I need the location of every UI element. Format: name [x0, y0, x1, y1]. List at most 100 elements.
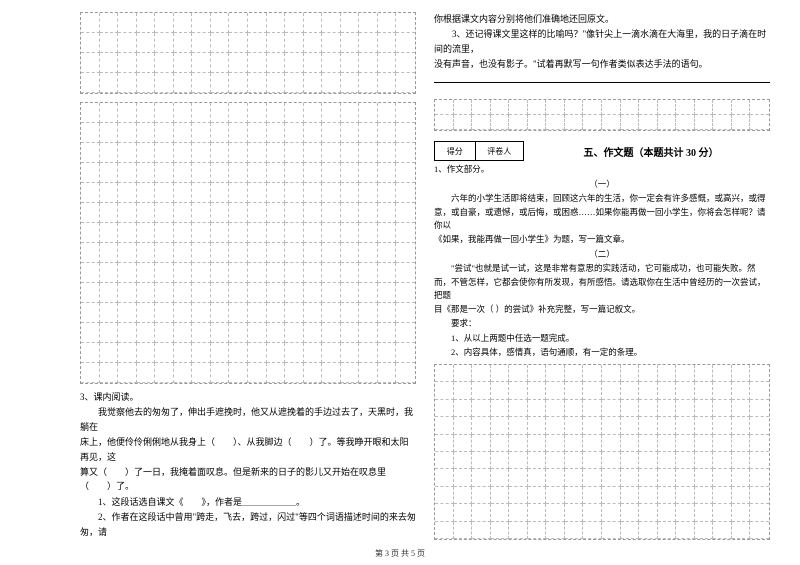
grid-cell	[267, 183, 286, 203]
grid-cell	[454, 435, 473, 452]
grid-cell	[248, 143, 267, 163]
grid-cell	[639, 469, 658, 486]
grid-cell	[155, 243, 174, 263]
grid-cell	[396, 13, 415, 33]
grid-cell	[491, 487, 510, 504]
grid-cell	[174, 223, 193, 243]
grid-cell	[229, 143, 248, 163]
score-label: 得分	[435, 142, 476, 160]
grid-cell	[583, 435, 602, 452]
grid-cell	[359, 303, 378, 323]
grid-cell	[285, 33, 304, 53]
grid-cell	[304, 53, 323, 73]
grid-cell	[304, 263, 323, 283]
score-table: 得分 评卷人	[434, 141, 524, 161]
grid-cell	[676, 365, 695, 382]
grid-cell	[676, 115, 695, 130]
grid-cell	[639, 435, 658, 452]
grid-cell	[676, 382, 695, 399]
grid-cell	[100, 53, 119, 73]
grid-cell	[229, 203, 248, 223]
grid-cell	[100, 323, 119, 343]
grid-cell	[713, 469, 732, 486]
grid-cell	[285, 203, 304, 223]
grid-cell	[304, 243, 323, 263]
grid-cell	[435, 487, 454, 504]
grid-cell	[248, 103, 267, 123]
grid-cell	[621, 522, 640, 539]
grid-cell	[118, 323, 137, 343]
grid-cell	[454, 400, 473, 417]
grid-cell	[322, 203, 341, 223]
grid-cell	[118, 223, 137, 243]
grid-cell	[285, 323, 304, 343]
grid-cell	[713, 417, 732, 434]
grid-cell	[491, 469, 510, 486]
grid-cell	[304, 103, 323, 123]
grid-cell	[378, 143, 397, 163]
grid-cell	[81, 73, 100, 93]
grid-cell	[155, 283, 174, 303]
grid-cell	[435, 504, 454, 521]
grid-cell	[378, 103, 397, 123]
grid-cell	[341, 123, 360, 143]
grid-cell	[248, 283, 267, 303]
grid-cell	[546, 382, 565, 399]
grid-cell	[81, 163, 100, 183]
grid-cell	[750, 522, 769, 539]
grid-cell	[137, 73, 156, 93]
grid-cell	[658, 452, 677, 469]
grid-cell	[639, 417, 658, 434]
grid-cell	[248, 323, 267, 343]
grid-cell	[713, 452, 732, 469]
grid-cell	[435, 435, 454, 452]
grid-cell	[155, 13, 174, 33]
grid-cell	[100, 163, 119, 183]
grid-cell	[155, 73, 174, 93]
grid-cell	[304, 223, 323, 243]
grid-cell	[472, 469, 491, 486]
grid-cell	[695, 522, 714, 539]
grid-cell	[546, 400, 565, 417]
grid-cell	[396, 183, 415, 203]
grid-cell	[750, 400, 769, 417]
grid-cell	[713, 100, 732, 115]
grid-cell	[322, 53, 341, 73]
grid-cell	[192, 243, 211, 263]
grid-cell	[100, 103, 119, 123]
grid-cell	[137, 343, 156, 363]
grid-cell	[750, 487, 769, 504]
grid-cell	[267, 223, 286, 243]
grid-cell	[341, 223, 360, 243]
grid-cell	[472, 115, 491, 130]
grid-cell	[546, 115, 565, 130]
grid-cell	[285, 103, 304, 123]
grid-cell	[341, 73, 360, 93]
grid-cell	[155, 53, 174, 73]
grid-cell	[602, 522, 621, 539]
grid-cell	[118, 53, 137, 73]
grid-cell	[583, 504, 602, 521]
grid-cell	[695, 452, 714, 469]
requirement-2: 2、内容具体，感情真，语句通顺，有一定的条理。	[434, 346, 770, 359]
reading-passage: 3、课内阅读。 我觉察他去的匆匆了，伸出手遮挽时，他又从遮挽着的手边过去了，天黑…	[80, 390, 416, 540]
grid-cell	[192, 223, 211, 243]
grid-cell	[528, 522, 547, 539]
grid-cell	[546, 522, 565, 539]
essay-line: 目《那是一次（ ）的尝试》补充完整，写一篇记叙文。	[434, 303, 770, 316]
grid-cell	[192, 123, 211, 143]
grid-cell	[713, 435, 732, 452]
grid-cell	[137, 123, 156, 143]
grid-cell	[639, 382, 658, 399]
grid-cell	[639, 100, 658, 115]
grid-cell	[248, 303, 267, 323]
grid-cell	[285, 263, 304, 283]
grid-cell	[546, 452, 565, 469]
grid-cell	[229, 223, 248, 243]
grid-cell	[174, 303, 193, 323]
grid-cell	[750, 435, 769, 452]
grid-cell	[155, 363, 174, 383]
grid-cell	[454, 487, 473, 504]
grid-cell	[565, 400, 584, 417]
grid-cell	[267, 143, 286, 163]
